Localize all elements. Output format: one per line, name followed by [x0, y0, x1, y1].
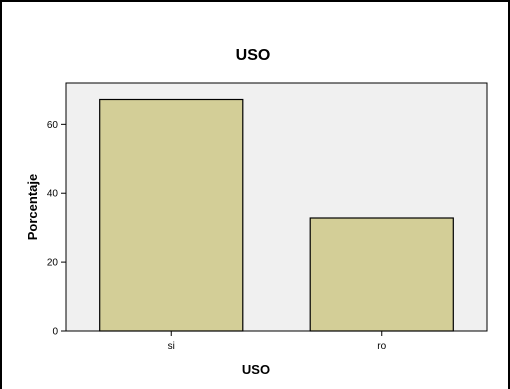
x-axis-label: USO — [242, 362, 270, 377]
x-tick-label-si: si — [168, 341, 175, 352]
y-axis-label: Porcentaje — [25, 174, 40, 240]
y-tick-label-40: 40 — [47, 189, 59, 200]
x-tick-label-ro: ro — [377, 341, 386, 352]
y-tick-label-20: 20 — [47, 258, 59, 269]
chart-title: USO — [236, 47, 271, 64]
bar-si — [99, 98, 244, 332]
bar-ro — [309, 217, 454, 332]
x-axis: si ro — [168, 331, 387, 352]
y-tick-label-60: 60 — [47, 120, 59, 131]
y-axis: 0 20 40 60 — [47, 120, 66, 338]
y-tick-label-0: 0 — [52, 327, 58, 338]
